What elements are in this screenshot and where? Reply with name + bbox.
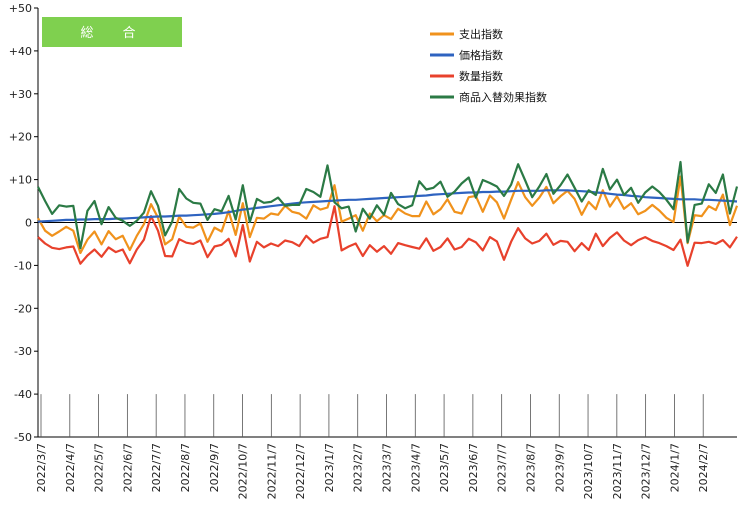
series-line-1 <box>37 189 738 223</box>
x-tick-label: 2023/12/7 <box>640 443 653 499</box>
x-tick-label: 2023/8/7 <box>524 443 537 492</box>
y-tick-label: +10 <box>9 174 32 187</box>
x-tick-label: 2023/11/7 <box>611 443 624 499</box>
y-tick-label: +50 <box>9 2 32 15</box>
x-tick-label: 2023/5/7 <box>438 443 451 492</box>
x-tick-label: 2023/9/7 <box>553 443 566 492</box>
series-lines <box>37 160 739 267</box>
x-tick-label: 2023/6/7 <box>467 443 480 492</box>
x-tick-label: 2023/2/7 <box>352 443 365 492</box>
legend-label: 価格指数 <box>459 48 503 62</box>
axes <box>37 8 737 438</box>
legend-label: 商品入替効果指数 <box>459 90 547 104</box>
x-tick-label: 2024/1/7 <box>668 443 681 492</box>
series-line-2 <box>37 205 738 267</box>
y-tick-label: -50 <box>14 431 32 444</box>
x-tick-label: 2022/7/7 <box>150 443 163 492</box>
y-axis-ticks: +50 +40 +30 +20 +10 0 -10 -20 -30 -40 -50 <box>9 2 38 444</box>
x-tick-label: 2023/10/7 <box>582 443 595 499</box>
x-tick-label: 2022/11/7 <box>265 443 278 499</box>
y-tick-label: -30 <box>14 345 32 358</box>
y-tick-label: 0 <box>25 217 32 230</box>
x-axis-ticks: 2022/3/7 2022/4/7 2022/5/7 2022/6/7 2022/7/7… <box>35 394 710 499</box>
legend-label: 数量指数 <box>459 69 503 83</box>
x-tick-label: 2024/2/7 <box>697 443 710 492</box>
series-line-0 <box>37 175 739 255</box>
x-tick-label: 2023/4/7 <box>409 443 422 492</box>
panel-label-box: 総 合 <box>42 17 182 47</box>
panel-label-background <box>42 17 182 47</box>
x-tick-label: 2023/1/7 <box>323 443 336 492</box>
legend-label: 支出指数 <box>459 27 503 41</box>
y-tick-label: -40 <box>14 388 32 401</box>
x-tick-label: 2022/10/7 <box>237 443 250 499</box>
y-tick-label: +40 <box>9 45 32 58</box>
x-tick-label: 2022/4/7 <box>64 443 77 492</box>
x-tick-label: 2022/6/7 <box>121 443 134 492</box>
x-tick-label: 2022/5/7 <box>93 443 106 492</box>
x-tick-label: 2023/3/7 <box>381 443 394 492</box>
series-line-3 <box>37 160 739 250</box>
x-tick-label: 2023/7/7 <box>496 443 509 492</box>
x-tick-label: 2022/3/7 <box>35 443 48 492</box>
y-tick-label: -20 <box>14 302 32 315</box>
y-tick-label: -10 <box>14 259 32 272</box>
x-tick-label: 2022/12/7 <box>294 443 307 499</box>
x-tick-label: 2022/8/7 <box>179 443 192 492</box>
x-tick-label: 2022/9/7 <box>208 443 221 492</box>
panel-label: 総 合 <box>80 26 143 41</box>
y-tick-label: +20 <box>9 131 32 144</box>
y-tick-label: +30 <box>9 88 32 101</box>
